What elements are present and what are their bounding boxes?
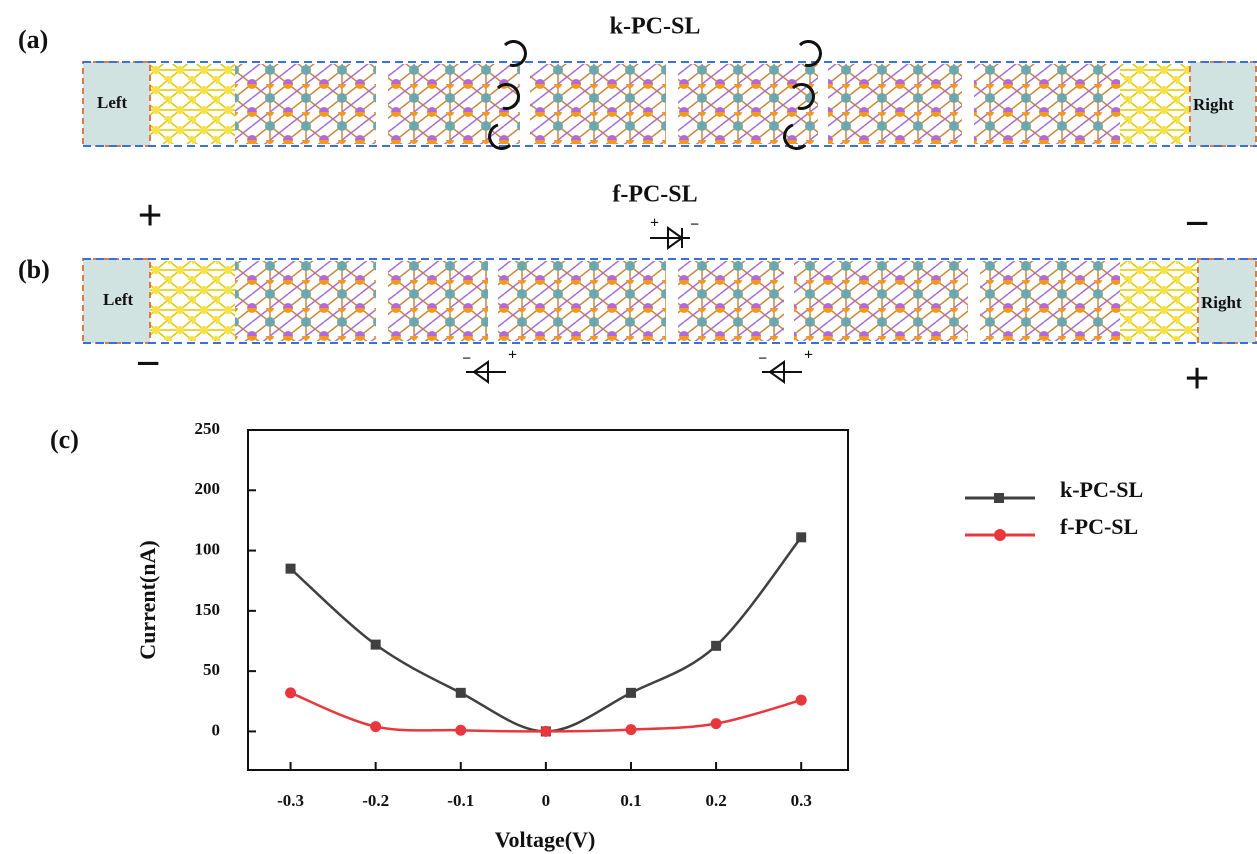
diode-sign: + [804, 347, 813, 364]
lead-label: Right [1201, 293, 1242, 312]
polarity-sign: − [1184, 199, 1209, 248]
y-tick-label: 50 [203, 660, 220, 679]
x-tick-label: -0.3 [277, 791, 304, 810]
x-axis-title: Voltage(V) [495, 827, 596, 852]
point [455, 687, 466, 698]
lead-label: Left [103, 290, 134, 309]
point [625, 687, 636, 698]
point [370, 639, 381, 650]
point [540, 725, 552, 737]
polarity-sign: + [137, 191, 162, 240]
legend-marker [994, 529, 1006, 541]
plot-frame [247, 429, 849, 771]
legend-marker [994, 493, 1004, 503]
x-tick-label: 0 [542, 791, 551, 810]
y-tick-label: 100 [195, 539, 221, 558]
diode-sign: + [650, 215, 659, 232]
x-tick-label: 0.2 [705, 791, 726, 810]
point [285, 687, 297, 699]
y-tick-label: 0 [212, 720, 221, 739]
point [796, 532, 807, 543]
point [795, 694, 807, 706]
diode-sign: + [508, 347, 517, 364]
polarity-sign: − [135, 339, 160, 388]
point [455, 724, 467, 736]
diode-sign: − [462, 351, 471, 368]
legend-label: k-PC-SL [1060, 477, 1143, 502]
panel-title: f-PC-SL [612, 182, 697, 208]
x-tick-label: -0.2 [362, 791, 389, 810]
lead-label: Right [1193, 95, 1234, 114]
point [370, 721, 382, 733]
x-tick-label: 0.3 [791, 791, 812, 810]
structure-a [82, 40, 1257, 150]
y-axis-title: Current(nA) [135, 540, 160, 659]
y-tick-label: 150 [195, 600, 221, 619]
panel-label: (c) [50, 425, 79, 454]
polarity-sign: + [1184, 354, 1209, 403]
diode-sign: − [758, 351, 767, 368]
diode-sign: − [690, 217, 699, 234]
point [711, 640, 722, 651]
point [625, 724, 637, 736]
legend-label: f-PC-SL [1060, 514, 1138, 539]
panel-label: (a) [18, 25, 48, 54]
panel-title: k-PC-SL [610, 14, 701, 40]
y-tick-label: 200 [195, 479, 221, 498]
structure-b [82, 226, 1257, 384]
point [710, 718, 722, 730]
x-tick-label: -0.1 [447, 791, 474, 810]
lead-label: Left [97, 93, 128, 112]
y-tick-label: 250 [195, 419, 221, 438]
series-line [290, 691, 802, 733]
series-line [289, 536, 803, 733]
point [285, 563, 296, 574]
panel-label: (b) [18, 255, 50, 284]
x-tick-label: 0.1 [620, 791, 641, 810]
